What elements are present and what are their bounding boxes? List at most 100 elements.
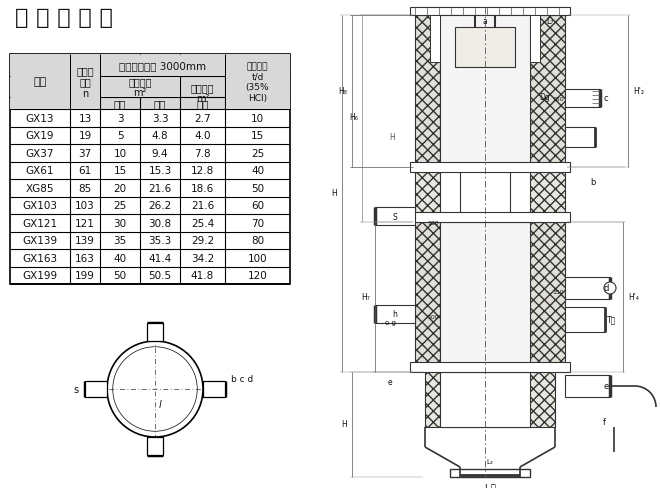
Bar xyxy=(10,55,290,110)
Bar xyxy=(415,223,440,367)
Text: 41.4: 41.4 xyxy=(148,253,172,263)
Text: GX199: GX199 xyxy=(22,271,57,281)
Text: H'₂: H'₂ xyxy=(633,87,644,96)
Bar xyxy=(530,16,565,168)
Text: 10: 10 xyxy=(251,114,264,123)
Text: 120: 120 xyxy=(248,271,267,281)
Text: d: d xyxy=(603,284,609,293)
Text: 25: 25 xyxy=(114,201,127,211)
Bar xyxy=(565,307,605,332)
Text: 型号: 型号 xyxy=(34,77,47,87)
Text: GX19: GX19 xyxy=(26,131,54,141)
Bar xyxy=(565,128,595,148)
Bar xyxy=(410,8,570,16)
Text: GX121: GX121 xyxy=(22,218,57,228)
Text: f: f xyxy=(603,418,606,427)
Bar xyxy=(530,16,540,63)
Text: H: H xyxy=(389,133,395,142)
Text: Dg: Dg xyxy=(540,93,550,102)
Bar xyxy=(565,90,600,108)
Text: GX139: GX139 xyxy=(22,236,57,246)
Bar xyxy=(530,168,565,223)
Text: T型: T型 xyxy=(607,315,616,324)
Bar xyxy=(375,207,415,225)
Text: 换热面积
m²: 换热面积 m² xyxy=(128,77,152,98)
Text: 30.8: 30.8 xyxy=(148,218,172,228)
Bar xyxy=(425,372,555,427)
Text: H₆: H₆ xyxy=(349,113,358,122)
Text: 18.6: 18.6 xyxy=(191,183,214,193)
Text: 50.5: 50.5 xyxy=(148,271,172,281)
Text: GX163: GX163 xyxy=(22,253,57,263)
Text: l: l xyxy=(158,399,162,409)
Text: a: a xyxy=(482,18,487,26)
Text: 26.2: 26.2 xyxy=(148,201,172,211)
Text: 199: 199 xyxy=(75,271,95,281)
Bar xyxy=(460,168,510,223)
Text: o g: o g xyxy=(385,319,395,325)
Text: s: s xyxy=(74,384,79,394)
Text: 21.6: 21.6 xyxy=(191,201,214,211)
Text: 41.8: 41.8 xyxy=(191,271,214,281)
Bar xyxy=(100,55,224,76)
Text: 12.8: 12.8 xyxy=(191,166,214,176)
Text: 34.2: 34.2 xyxy=(191,253,214,263)
Text: 19: 19 xyxy=(79,131,92,141)
Text: 25.4: 25.4 xyxy=(191,218,214,228)
Text: 35.3: 35.3 xyxy=(148,236,172,246)
Text: L₃: L₃ xyxy=(486,458,493,464)
Text: H₈: H₈ xyxy=(338,87,347,96)
Text: 139: 139 xyxy=(75,236,95,246)
Text: 100: 100 xyxy=(427,315,439,320)
Bar xyxy=(375,305,415,324)
Text: 121: 121 xyxy=(75,218,95,228)
Bar xyxy=(226,55,290,109)
Text: 40: 40 xyxy=(251,166,264,176)
Text: 50: 50 xyxy=(251,183,264,193)
Text: 40: 40 xyxy=(114,253,127,263)
Text: 50: 50 xyxy=(114,271,127,281)
Text: 吸收能力
t/d
(35%
HCl): 吸收能力 t/d (35% HCl) xyxy=(246,62,269,102)
Text: 计算: 计算 xyxy=(196,99,209,109)
Bar xyxy=(455,28,515,68)
Text: 25: 25 xyxy=(251,148,264,159)
Text: GX103: GX103 xyxy=(22,201,57,211)
Text: XG85: XG85 xyxy=(26,183,54,193)
Text: 150: 150 xyxy=(552,290,564,295)
Text: 3: 3 xyxy=(117,114,123,123)
Text: b c d: b c d xyxy=(231,375,253,384)
Text: H'₄: H'₄ xyxy=(628,293,639,302)
Text: 吸收面积
m²: 吸收面积 m² xyxy=(191,82,214,104)
Bar xyxy=(440,16,530,168)
Text: 4.8: 4.8 xyxy=(152,131,168,141)
Bar xyxy=(410,362,570,372)
Text: h: h xyxy=(393,310,397,319)
Text: 100: 100 xyxy=(248,253,267,263)
Circle shape xyxy=(604,283,616,294)
Bar xyxy=(147,324,163,341)
Text: 2.7: 2.7 xyxy=(194,114,211,123)
Text: 15: 15 xyxy=(251,131,264,141)
Bar xyxy=(440,372,530,427)
Bar xyxy=(147,437,163,455)
Text: 平均: 平均 xyxy=(154,99,166,109)
Text: 15: 15 xyxy=(114,166,127,176)
Text: 10: 10 xyxy=(114,148,127,159)
Text: 85: 85 xyxy=(79,183,92,193)
Bar xyxy=(450,469,530,477)
Bar xyxy=(410,163,570,173)
Text: H₇: H₇ xyxy=(361,293,370,302)
Text: S: S xyxy=(393,213,397,222)
Text: GX37: GX37 xyxy=(26,148,54,159)
Bar xyxy=(565,375,610,397)
Text: GX61: GX61 xyxy=(26,166,54,176)
Text: 37: 37 xyxy=(79,148,92,159)
Text: 60: 60 xyxy=(251,201,264,211)
Bar xyxy=(85,381,107,397)
Text: 7.8: 7.8 xyxy=(194,148,211,159)
Text: 吸收管
数量
n: 吸收管 数量 n xyxy=(76,66,94,99)
Text: e: e xyxy=(603,382,609,391)
Bar xyxy=(415,168,440,223)
Text: 103: 103 xyxy=(75,201,95,211)
Text: H: H xyxy=(331,189,337,198)
